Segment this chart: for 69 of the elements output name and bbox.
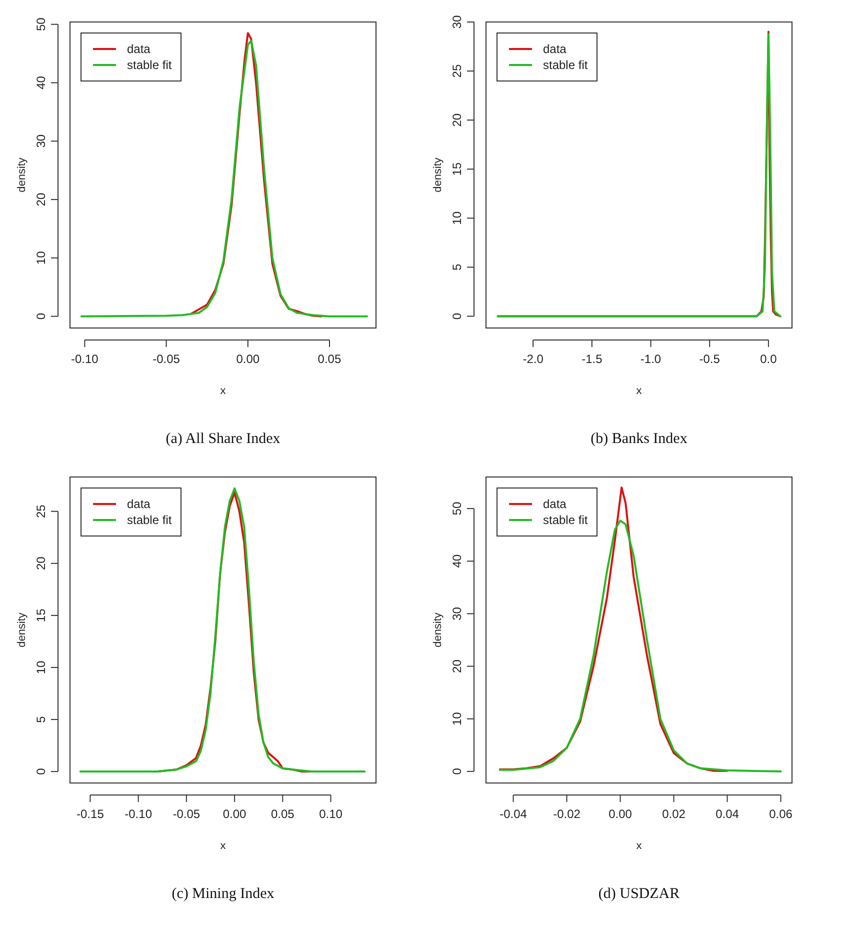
- y-tick-label: 0: [450, 312, 464, 320]
- y-tick-label: 30: [450, 606, 464, 620]
- y-tick-label: 25: [450, 64, 464, 78]
- y-tick-label: 10: [450, 712, 464, 726]
- x-axis-title: x: [636, 385, 642, 397]
- x-tick-label: -0.05: [152, 352, 180, 366]
- x-axis-title: x: [636, 840, 642, 852]
- y-tick-label: 0: [450, 768, 464, 775]
- x-tick-label: 0.05: [270, 807, 295, 821]
- line-series: [498, 486, 728, 772]
- legend-label: stable fit: [127, 58, 172, 72]
- y-tick-label: 30: [34, 134, 48, 148]
- x-tick-label: -0.05: [172, 807, 200, 821]
- legend-label: stable fit: [543, 513, 588, 527]
- line-series: [80, 40, 368, 318]
- y-tick-label: 10: [34, 250, 48, 265]
- y-axis-title: density: [432, 612, 444, 648]
- x-tick-label: 0.0: [760, 352, 778, 366]
- x-tick-label: -0.10: [124, 807, 152, 821]
- x-axis-title: x: [220, 840, 226, 852]
- y-tick-label: 10: [34, 660, 48, 674]
- x-tick-label: -0.10: [71, 352, 99, 366]
- text: (b) Banks Index: [590, 431, 688, 447]
- legend-label: data: [127, 42, 151, 56]
- text: (d) USDZAR: [598, 886, 680, 902]
- x-tick-label: -0.04: [500, 807, 528, 821]
- text: (c) Mining Index: [172, 886, 275, 902]
- x-tick-label: -2.0: [522, 352, 544, 366]
- legend-label: stable fit: [543, 58, 588, 72]
- y-tick-label: 10: [450, 211, 464, 225]
- legend-label: data: [543, 497, 567, 511]
- y-tick-label: 20: [34, 192, 48, 206]
- y-tick-label: 0: [34, 312, 48, 320]
- y-tick-label: 15: [34, 608, 48, 622]
- y-tick-label: 40: [450, 554, 464, 568]
- x-tick-label: 0.10: [319, 807, 343, 821]
- x-tick-label: -0.15: [76, 807, 104, 821]
- y-axis-title: density: [432, 157, 444, 192]
- y-tick-label: 5: [34, 716, 48, 723]
- y-axis-title: density: [16, 157, 28, 192]
- y-tick-label: 5: [450, 264, 464, 271]
- y-tick-label: 20: [34, 556, 48, 570]
- x-tick-label: -1.5: [582, 352, 603, 366]
- x-tick-label: -0.02: [553, 807, 581, 821]
- x-tick-label: 0.00: [236, 352, 260, 366]
- y-axis-title: density: [16, 612, 28, 648]
- y-tick-label: 15: [450, 162, 464, 176]
- x-tick-label: 0.05: [318, 352, 342, 366]
- y-tick-label: 40: [34, 76, 48, 90]
- x-tick-label: -0.5: [699, 352, 720, 366]
- x-tick-label: 0.04: [716, 807, 740, 821]
- x-tick-label: 0.00: [222, 807, 247, 821]
- legend-label: stable fit: [127, 513, 172, 527]
- text: (a) All Share Index: [166, 431, 281, 447]
- x-tick-label: 0.02: [662, 807, 686, 821]
- y-tick-label: 50: [34, 17, 48, 32]
- y-tick-label: 50: [450, 502, 464, 516]
- x-tick-label: -1.0: [640, 352, 662, 366]
- line-series: [190, 32, 322, 318]
- y-tick-label: 25: [34, 504, 48, 518]
- y-tick-label: 20: [450, 113, 464, 127]
- y-tick-label: 20: [450, 659, 464, 673]
- x-tick-label: 0.06: [769, 807, 793, 821]
- x-axis-title: x: [220, 385, 226, 397]
- legend-label: data: [543, 42, 567, 56]
- x-tick-label: 0.00: [608, 807, 632, 821]
- y-tick-label: 30: [450, 15, 464, 29]
- legend-label: data: [127, 497, 151, 511]
- y-tick-label: 0: [34, 768, 48, 775]
